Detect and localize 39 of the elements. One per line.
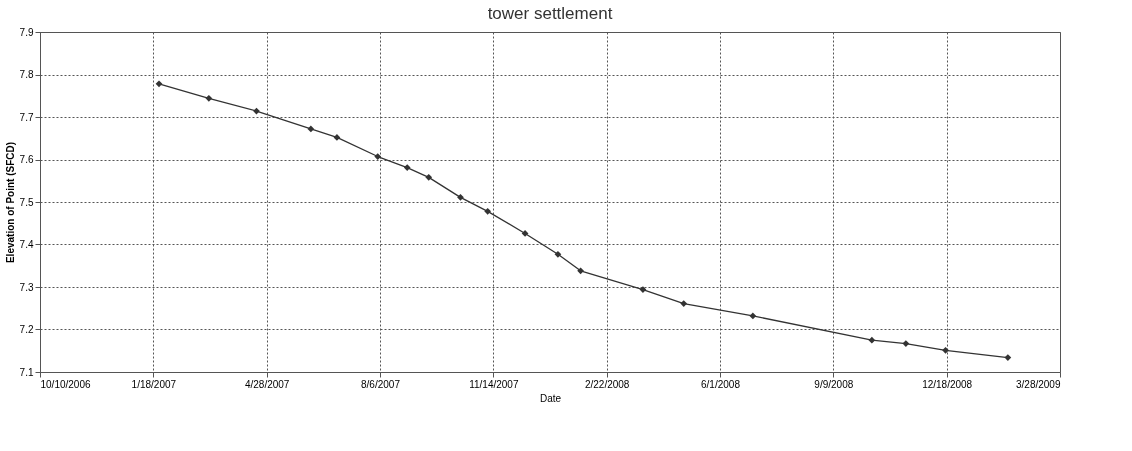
point (425, 174, 433, 181)
x-tick-label: 10/10/2006 (40, 378, 91, 390)
y-tick-label: 7.5 (19, 196, 34, 208)
point (902, 340, 910, 347)
point (374, 153, 382, 160)
point (680, 300, 688, 307)
x-tick-label: 12/18/2008 (922, 378, 973, 390)
point (205, 94, 213, 102)
y-tick-label: 7.1 (19, 366, 34, 378)
y-tick-label: 7.4 (19, 239, 34, 250)
point (577, 267, 584, 275)
point (403, 164, 411, 171)
y-tick-label: 7.8 (19, 69, 34, 80)
y-axis-title: Elevation of Point (SFCD) (4, 141, 16, 264)
point (1004, 354, 1012, 361)
x-tick-label: 4/28/2007 (244, 378, 290, 390)
x-tick-label: 3/28/2009 (1016, 378, 1061, 390)
x-tick-label: 9/9/2008 (814, 378, 854, 390)
x-tick-label: 6/1/2008 (701, 378, 741, 390)
point (457, 193, 464, 201)
point (868, 336, 876, 344)
point (749, 312, 757, 320)
y-tick-label: 7.9 (19, 26, 34, 38)
x-tick-label: 8/6/2007 (361, 378, 401, 390)
chart-title: tower settlement (487, 4, 613, 23)
y-tick-label: 7.7 (19, 111, 34, 123)
x-tick-label: 1/18/2007 (131, 378, 177, 390)
point (554, 250, 562, 258)
point (484, 208, 492, 215)
y-tick-label: 7.3 (19, 281, 34, 293)
x-axis-title: Date (539, 392, 562, 404)
x-tick-label: 11/14/2007 (469, 378, 519, 390)
point (307, 125, 315, 133)
y-tick-label: 7.6 (19, 154, 34, 165)
x-tick-label: 2/22/2008 (584, 378, 630, 390)
point (155, 80, 163, 88)
y-tick-label: 7.2 (19, 324, 34, 335)
point (333, 134, 341, 141)
point (942, 346, 949, 354)
